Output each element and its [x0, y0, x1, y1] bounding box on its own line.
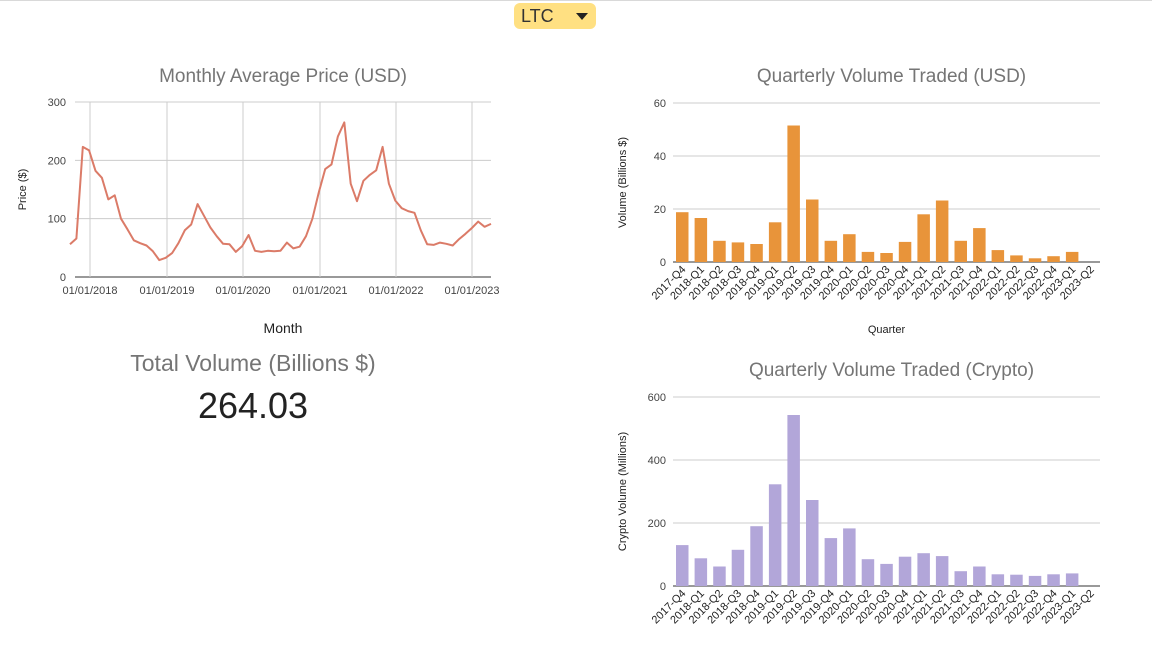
y-tick-label: 600: [648, 392, 666, 404]
bar: [861, 559, 875, 586]
bar: [991, 250, 1005, 262]
bar: [787, 125, 800, 262]
bar: [973, 566, 986, 586]
bar: [898, 241, 912, 262]
bar: [917, 214, 930, 262]
scorecard-value: 264.03: [197, 385, 309, 426]
bar: [880, 253, 893, 262]
top-divider: [0, 0, 1152, 1]
total-volume-scorecard: Total Volume (Billions $) 264.03: [68, 350, 438, 427]
y-axis-title: Crypto Volume (Millions): [617, 432, 629, 551]
bar: [935, 200, 949, 262]
bar: [1047, 256, 1060, 262]
bar: [1028, 258, 1042, 262]
x-axis-title: Month: [264, 320, 303, 336]
price-line: [69, 121, 492, 262]
bar: [713, 240, 726, 262]
bar: [973, 228, 986, 262]
x-tick-label: 01/01/2020: [215, 285, 270, 297]
bar: [806, 199, 819, 262]
bar: [917, 553, 930, 586]
bar: [768, 222, 782, 263]
x-tick-label: 01/01/2023: [444, 285, 499, 297]
bar: [1047, 574, 1060, 586]
x-tick-label: 01/01/2018: [62, 285, 117, 297]
bar: [1065, 251, 1079, 262]
price-line-chart: Monthly Average Price (USD) 0 100 200 300 01/…: [17, 66, 500, 336]
bar: [731, 549, 745, 586]
bar: [676, 212, 689, 262]
bar: [750, 526, 763, 586]
y-tick-label: 400: [648, 455, 666, 467]
bar: [1028, 575, 1042, 586]
bar: [731, 242, 745, 262]
bar: [694, 218, 708, 262]
x-axis-title: Quarter: [868, 324, 906, 336]
coin-selector-value: LTC: [521, 5, 554, 26]
chart-title: Quarterly Volume Traded (Crypto): [749, 360, 1034, 381]
x-tick-label: 01/01/2021: [292, 285, 347, 297]
y-tick-label: 0: [60, 272, 66, 284]
y-tick-label: 200: [48, 155, 66, 167]
coin-selector[interactable]: LTC: [514, 3, 596, 29]
bar: [750, 244, 763, 262]
y-tick-label: 40: [654, 151, 666, 163]
bar: [676, 545, 689, 586]
y-tick-label: 0: [660, 581, 666, 593]
bar: [824, 240, 838, 262]
bar: [843, 528, 856, 586]
caret-down-icon: [576, 13, 588, 20]
bar: [824, 538, 838, 586]
chart-title: Monthly Average Price (USD): [159, 66, 407, 87]
bar: [713, 566, 726, 586]
y-tick-label: 300: [48, 97, 66, 109]
y-tick-label: 0: [660, 257, 666, 269]
bar: [954, 240, 967, 262]
bar: [694, 558, 708, 586]
bar: [806, 500, 819, 586]
bar: [861, 251, 875, 262]
y-tick-label: 60: [654, 98, 666, 110]
bar: [787, 415, 800, 586]
bar: [954, 571, 967, 586]
bar: [880, 563, 893, 586]
bar: [1065, 573, 1079, 586]
x-tick-label: 01/01/2019: [139, 285, 194, 297]
bar: [1010, 574, 1023, 586]
y-tick-label: 200: [648, 518, 666, 530]
bar: [843, 234, 856, 262]
y-axis-title: Price ($): [17, 169, 29, 211]
bar: [1010, 255, 1023, 262]
y-tick-label: 20: [654, 204, 666, 216]
crypto-volume-bar-chart: Quarterly Volume Traded (Crypto) 0 200 400 6…: [617, 360, 1100, 626]
bar: [935, 556, 949, 586]
y-axis-title: Volume (Billions $): [617, 137, 629, 228]
scorecard-title: Total Volume (Billions $): [130, 350, 376, 376]
chart-title: Quarterly Volume Traded (USD): [757, 66, 1026, 87]
usd-volume-bar-chart: Quarterly Volume Traded (USD)02040602017…: [617, 66, 1100, 336]
y-tick-label: 100: [48, 214, 66, 226]
x-tick-label: 01/01/2022: [368, 285, 423, 297]
bar: [898, 556, 912, 586]
bar: [991, 574, 1005, 586]
bar: [768, 484, 782, 586]
